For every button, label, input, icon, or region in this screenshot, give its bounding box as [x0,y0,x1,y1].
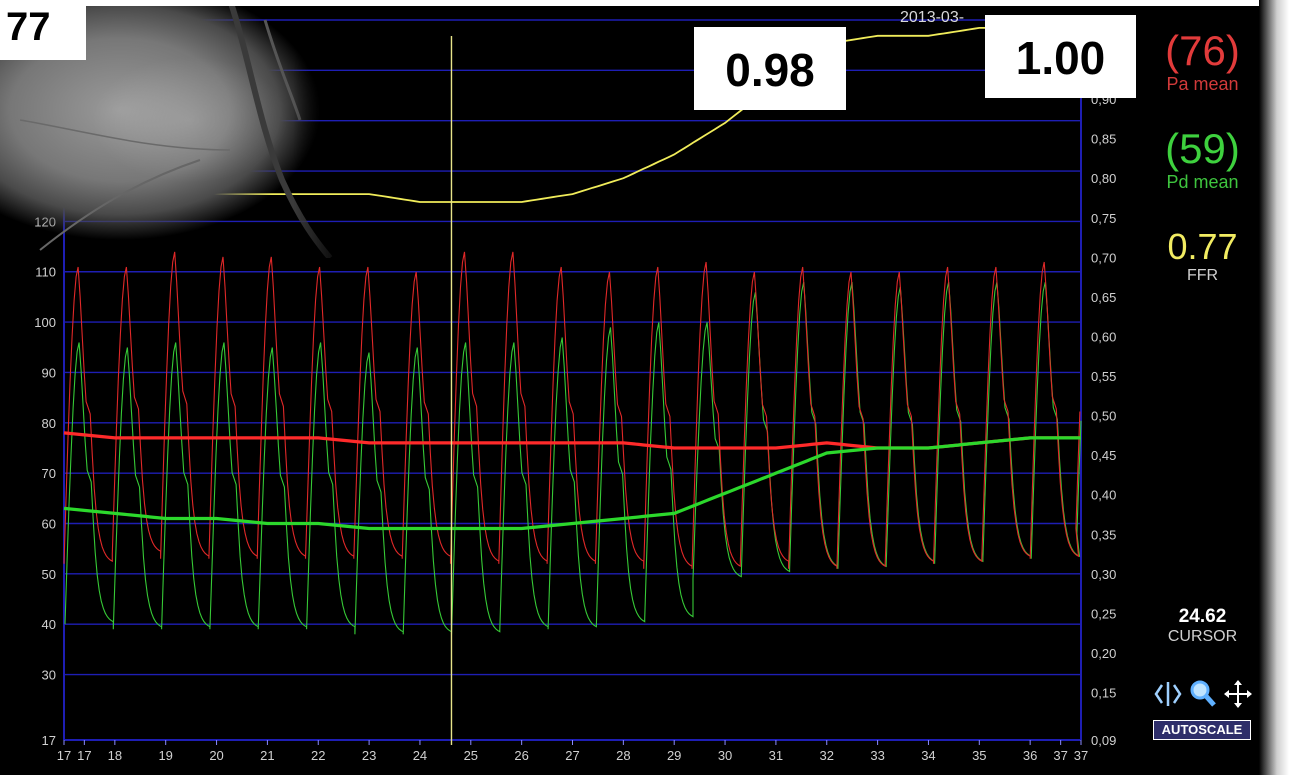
y-tick-left: 30 [42,668,56,683]
pd-mean-line [63,436,1081,531]
pa-mean-readout: (76) Pa mean [1140,28,1265,95]
x-tick-label: 18 [108,748,122,763]
x-tick-label: 37 [1074,748,1088,763]
ffr-readout: 0.77 FFR [1140,227,1265,285]
y-tick-right: 0,70 [1091,250,1116,265]
x-tick-label: 30 [718,748,732,763]
caliper-icon[interactable] [1154,682,1182,706]
right-border [1259,0,1289,775]
pd-phasic-waveform [64,281,1082,635]
x-tick-label: 37 [1053,748,1067,763]
x-tick-label: 19 [158,748,172,763]
y-tick-right: 0,20 [1091,646,1116,661]
x-tick-label: 24 [413,748,427,763]
x-tick-label: 28 [616,748,630,763]
vessel-sketch [19,0,333,260]
cursor-label: CURSOR [1167,628,1238,645]
x-tick-label: 27 [565,748,579,763]
y-tick-right: 0,85 [1091,132,1116,147]
autoscale-button[interactable]: AUTOSCALE [1153,720,1251,740]
y-tick-right: 0,65 [1091,290,1116,305]
cursor-value: 24.62 [1178,606,1227,627]
x-tick-label: 20 [209,748,223,763]
corner-number: 77 [0,0,86,60]
x-tick-label: 29 [667,748,681,763]
y-tick-left: 40 [42,617,56,632]
y-tick-right: 0,35 [1091,527,1116,542]
y-tick-right: 0,80 [1091,171,1116,186]
y-tick-right: 0,25 [1091,606,1116,621]
timestamp: 2013-03- [900,9,965,26]
magnifier-icon[interactable] [1190,680,1216,707]
x-tick-label: 22 [311,748,325,763]
pa-phasic-waveform [63,251,1081,569]
y-tick-right: 0,15 [1091,686,1116,701]
pd-mean-readout: (59) Pd mean [1140,126,1265,193]
y-tick-left: 17 [42,733,56,748]
ffr-annotation-right: 1.00 [985,15,1136,98]
y-tick-left: 70 [42,466,56,481]
ffr-value: 0.77 [1167,226,1238,267]
y-tick-left: 110 [35,265,56,280]
x-tick-label: 34 [921,748,935,763]
move-arrows-icon[interactable] [1224,680,1252,708]
x-tick-label: 36 [1023,748,1037,763]
y-tick-right: 0,45 [1091,448,1116,463]
pa-mean-value: (76) [1165,27,1240,74]
y-tick-right: 0,60 [1091,329,1116,344]
tool-icons [1150,677,1260,711]
y-tick-right: 0,30 [1091,567,1116,582]
x-tick-label: 35 [972,748,986,763]
pa-mean-label: Pa mean [1166,74,1239,94]
x-tick-label: 21 [260,748,274,763]
y-tick-left: 90 [42,365,56,380]
y-tick-right: 0,75 [1091,211,1116,226]
top-border [0,0,1289,6]
pd-mean-value: (59) [1165,125,1240,172]
pd-mean-label: Pd mean [1166,172,1239,192]
x-tick-label: 17 [57,748,71,763]
x-tick-label: 23 [362,748,376,763]
y-tick-right: 0,55 [1091,369,1116,384]
y-tick-right: 0,50 [1091,409,1116,424]
x-tick-label: 32 [820,748,834,763]
x-tick-label: 31 [769,748,783,763]
x-tick-label: 26 [514,748,528,763]
ffr-label: FFR [1186,267,1219,284]
y-tick-left: 50 [42,567,56,582]
ffr-annotation-left: 0.98 [694,27,846,110]
y-tick-left: 80 [42,416,56,431]
x-tick-label: 33 [870,748,884,763]
x-tick-label: 17 [77,748,91,763]
y-tick-left: 60 [42,516,56,531]
y-tick-left: 100 [34,315,56,330]
y-tick-right: 0,09 [1091,733,1116,748]
cursor-readout: 24.62 CURSOR [1140,606,1265,646]
y-tick-right: 0,40 [1091,488,1116,503]
x-tick-label: 25 [464,748,478,763]
